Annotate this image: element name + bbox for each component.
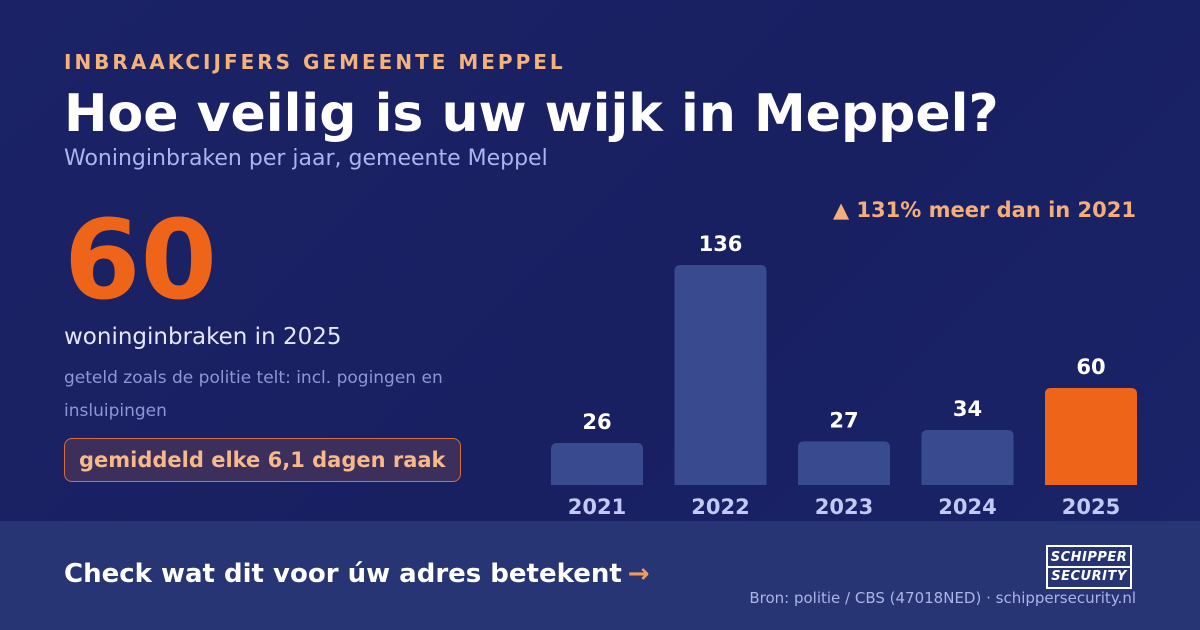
bar-2022 xyxy=(674,265,767,485)
eyebrow-label: INBRAAKCIJFERS GEMEENTE MEPPEL xyxy=(64,50,566,74)
tick-label-2021: 2021 xyxy=(568,495,626,519)
frequency-badge: gemiddeld elke 6,1 dagen raak xyxy=(64,438,461,482)
bar-chart: 26 2021 136 2022 27 2023 34 2024 60 2025 xyxy=(551,232,1137,519)
frequency-badge-label: gemiddeld elke 6,1 dagen raak xyxy=(79,448,446,472)
tick-label-2022: 2022 xyxy=(691,495,749,519)
brand-logo: SCHIPPER SECURITY xyxy=(1046,545,1132,589)
bar-2024 xyxy=(921,430,1014,485)
value-label-2021: 26 xyxy=(582,410,611,434)
logo-line-1: SCHIPPER xyxy=(1050,550,1128,565)
cta-link[interactable]: Check wat dit voor úw adres betekent → xyxy=(64,559,650,589)
arrow-right-icon: → xyxy=(627,559,650,589)
bar-2021 xyxy=(551,442,643,485)
logo-line-2: SECURITY xyxy=(1048,566,1130,585)
highlight-caption: woninginbraken in 2025 xyxy=(64,324,342,350)
bar-2025 xyxy=(1045,387,1137,485)
source-note: Bron: politie / CBS (47018NED) · schippe… xyxy=(749,589,1136,607)
highlight-value: 60 xyxy=(64,196,218,324)
change-indicator-text: ▲ 131% meer dan in 2021 xyxy=(832,198,1136,222)
tick-label-2023: 2023 xyxy=(815,495,873,519)
bar-2023 xyxy=(798,441,890,485)
page-title: Hoe veilig is uw wijk in Meppel? xyxy=(64,84,999,144)
value-label-2022: 136 xyxy=(699,232,743,256)
tick-label-2024: 2024 xyxy=(938,495,996,519)
change-indicator: ▲ 131% meer dan in 2021 xyxy=(833,198,1136,222)
footer-bar: Check wat dit voor úw adres betekent → SC… xyxy=(0,521,1200,630)
value-label-2025: 60 xyxy=(1076,355,1105,379)
value-label-2023: 27 xyxy=(829,408,858,432)
highlight-note: geteld zoals de politie telt: incl. pogi… xyxy=(64,368,443,421)
tick-label-2025: 2025 xyxy=(1062,495,1120,519)
cta-label: Check wat dit voor úw adres betekent xyxy=(64,559,622,589)
page-subtitle: Woninginbraken per jaar, gemeente Meppel xyxy=(64,146,548,171)
value-label-2024: 34 xyxy=(953,397,982,421)
